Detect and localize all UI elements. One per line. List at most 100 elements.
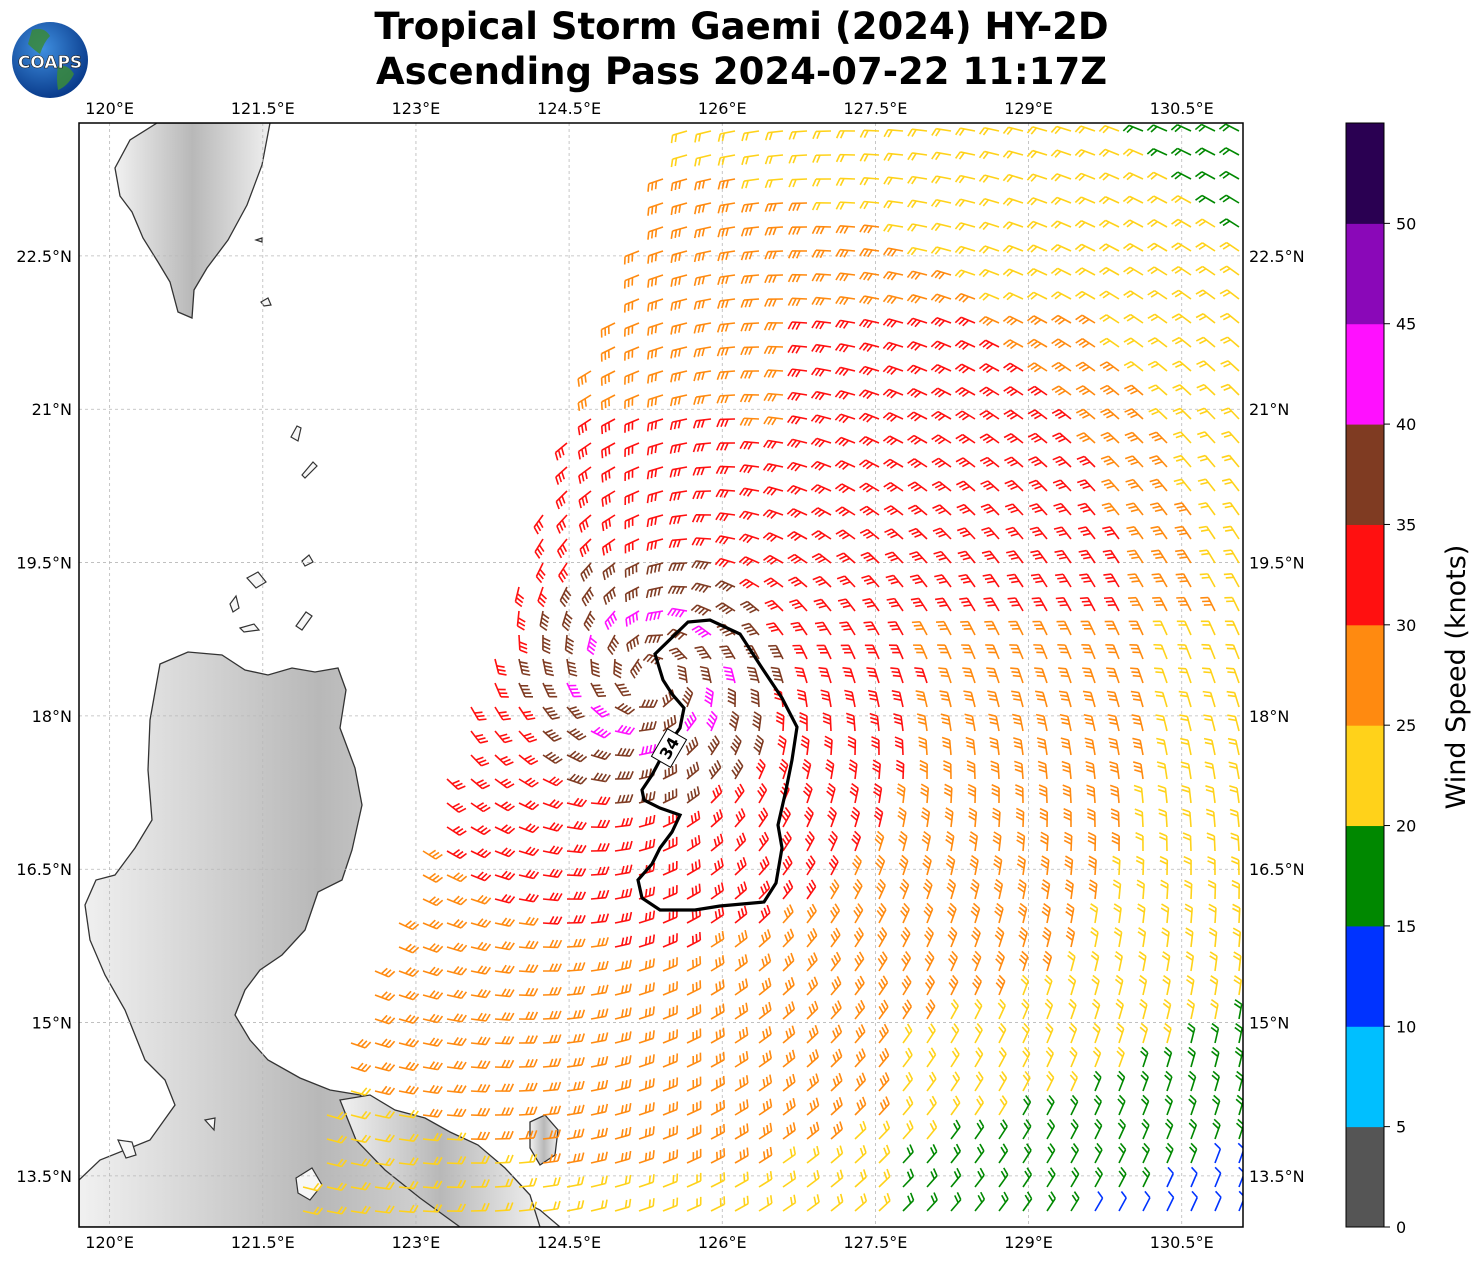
wind-barb — [470, 730, 489, 744]
latitude-labels-left: 13.5°N 15°N 16.5°N 18°N 19.5°N 21°N 22.5°N — [16, 247, 72, 1186]
wind-barb — [1030, 550, 1048, 564]
wind-barb — [556, 514, 568, 534]
wind-barb — [740, 226, 760, 237]
wind-barb — [670, 322, 688, 335]
wind-barb — [518, 634, 528, 654]
wind-barb — [707, 735, 720, 756]
wind-barb — [1077, 526, 1096, 540]
wind-barb — [930, 198, 952, 208]
wind-barb — [644, 634, 664, 644]
lon-label: 126°E — [698, 1233, 747, 1252]
wind-barb — [1055, 573, 1072, 588]
wind-barb — [1026, 126, 1048, 135]
wind-barb — [669, 442, 688, 454]
wind-barb — [579, 538, 592, 558]
wind-barb — [978, 150, 1000, 160]
wind-barb — [1125, 478, 1144, 492]
lat-label: 13.5°N — [1249, 1167, 1305, 1186]
wind-barb — [1220, 407, 1240, 420]
wind-barb — [542, 799, 564, 809]
wind-barb — [1149, 455, 1168, 468]
wind-barb — [646, 562, 664, 575]
wind-barb — [811, 367, 832, 377]
wind-barb — [1223, 549, 1240, 564]
wind-barb — [624, 442, 640, 457]
wind-barb — [614, 747, 635, 757]
wind-barb — [692, 466, 712, 476]
wind-barb — [1171, 336, 1192, 348]
wind-barb — [693, 250, 712, 263]
wind-barb — [906, 411, 928, 422]
wind-barb — [1171, 218, 1192, 228]
wind-barb — [1219, 170, 1240, 180]
wind-barb — [882, 318, 904, 328]
wind-barb — [600, 418, 616, 435]
wind-barb — [858, 412, 880, 423]
wind-barb — [883, 481, 904, 493]
wind-barb — [858, 342, 880, 352]
wind-barb — [1098, 172, 1120, 181]
wind-barb — [470, 706, 487, 721]
island-babuyan — [295, 611, 313, 631]
island-babuyan — [238, 623, 261, 633]
wind-barb — [624, 514, 640, 530]
wind-barb — [1099, 337, 1120, 348]
island-small — [203, 1117, 216, 1132]
wind-barb — [1202, 667, 1216, 684]
wind-barb — [980, 480, 1000, 492]
wind-barb — [1171, 266, 1192, 276]
wind-barb — [956, 480, 976, 492]
wind-barb — [1002, 197, 1024, 207]
wind-barb — [882, 412, 904, 422]
wind-barb — [1218, 123, 1240, 132]
wind-barb — [906, 270, 928, 280]
wind-barb — [647, 274, 664, 288]
wind-barb — [730, 734, 742, 756]
wind-barb — [717, 178, 736, 190]
wind-barb — [1172, 407, 1192, 420]
wind-barb — [834, 483, 856, 494]
wind-barb — [1147, 313, 1168, 324]
wind-barb — [934, 574, 952, 588]
wind-barb — [669, 514, 688, 525]
wind-barb — [741, 154, 760, 166]
wind-barb — [1077, 502, 1096, 516]
wind-barb — [1100, 455, 1120, 468]
wind-barb — [1153, 643, 1168, 660]
wind-barb — [691, 537, 712, 546]
wind-barb — [863, 621, 880, 636]
wind-barb — [883, 152, 904, 162]
wind-barb — [600, 370, 616, 386]
logo-landmass — [28, 28, 74, 90]
wind-barb — [955, 433, 976, 444]
island-babuyan — [301, 554, 314, 567]
wind-barb — [789, 599, 808, 612]
wind-barb — [539, 610, 550, 631]
wind-barb — [717, 202, 736, 214]
wind-barb — [1003, 362, 1024, 373]
wind-barb — [965, 736, 976, 756]
wind-barb — [1034, 667, 1048, 684]
wind-barb — [1180, 761, 1192, 780]
wind-barb — [882, 388, 904, 399]
wind-barb — [1053, 502, 1072, 516]
wind-barb — [954, 151, 976, 160]
wind-barb — [834, 343, 856, 353]
wind-barb — [1218, 147, 1240, 156]
wind-barb — [978, 316, 1000, 326]
wind-barb — [717, 154, 736, 166]
wind-barb — [763, 554, 784, 565]
wind-barb — [1075, 290, 1096, 300]
wind-barb — [786, 438, 808, 449]
wind-barb — [740, 370, 760, 379]
wind-barb — [764, 274, 784, 284]
wind-barb — [446, 778, 466, 790]
wind-barb — [1098, 219, 1120, 228]
wind-barb — [690, 582, 712, 594]
wind-barb — [693, 226, 712, 239]
wind-barb — [985, 644, 1000, 660]
wind-barb — [1228, 761, 1240, 780]
wind-barb — [820, 689, 832, 708]
wind-barb — [601, 490, 616, 507]
wind-barb — [1197, 454, 1216, 468]
